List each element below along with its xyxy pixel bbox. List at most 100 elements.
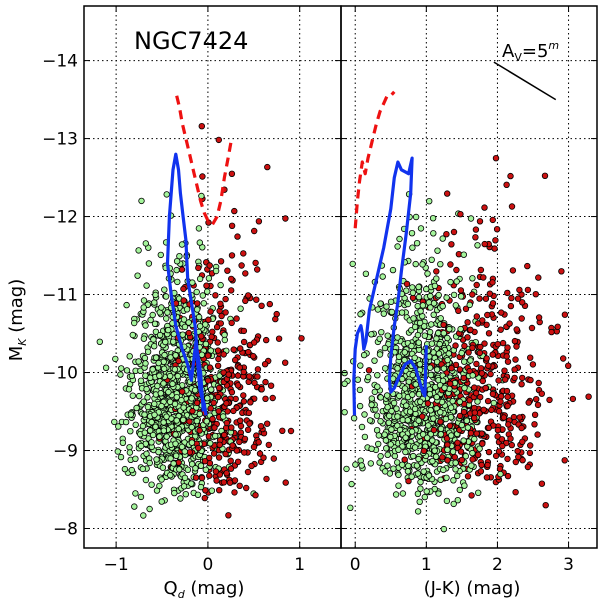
star-point-green xyxy=(144,394,151,401)
star-point-red xyxy=(403,280,411,288)
star-point-green xyxy=(375,432,382,439)
x-tick-label: 1 xyxy=(294,555,305,575)
star-point-red xyxy=(419,413,426,420)
star-point-green xyxy=(343,465,350,473)
star-point-green xyxy=(414,490,422,497)
star-point-red xyxy=(224,267,231,274)
star-point-green xyxy=(435,329,442,337)
star-point-green xyxy=(379,273,386,280)
star-point-green xyxy=(176,466,183,473)
star-point-green xyxy=(173,258,181,265)
star-point-green xyxy=(166,372,174,380)
right-ticks: 0 1 2 3 xyxy=(341,6,597,575)
star-point-red xyxy=(447,261,454,268)
star-point-red xyxy=(197,333,205,340)
star-point-red xyxy=(507,302,515,310)
star-point-green xyxy=(162,315,170,322)
star-point-green xyxy=(463,417,470,424)
star-point-red xyxy=(215,454,223,461)
star-point-red xyxy=(209,415,216,423)
star-point-red xyxy=(541,172,549,179)
star-point-green xyxy=(196,239,203,246)
star-point-green xyxy=(415,417,422,424)
star-point-green xyxy=(462,453,469,460)
star-point-red xyxy=(525,399,532,406)
star-point-green xyxy=(140,512,147,519)
star-point-green xyxy=(377,394,384,401)
star-point-green xyxy=(394,243,401,250)
star-point-green xyxy=(404,417,411,424)
star-point-red xyxy=(457,448,465,455)
star-point-green xyxy=(357,362,364,369)
star-point-green xyxy=(146,374,154,381)
star-point-red xyxy=(554,323,561,330)
star-point-green xyxy=(360,351,368,359)
star-point-red xyxy=(487,370,494,378)
star-point-green xyxy=(414,302,421,310)
star-point-green xyxy=(426,328,434,336)
star-point-red xyxy=(488,406,495,414)
star-point-green xyxy=(115,423,122,430)
star-point-green xyxy=(157,251,164,259)
star-point-red xyxy=(246,420,253,427)
star-point-red xyxy=(249,353,257,360)
star-point-green xyxy=(178,397,185,404)
star-point-red xyxy=(494,426,502,434)
star-point-green xyxy=(130,319,138,327)
star-point-green xyxy=(436,340,443,348)
star-point-red xyxy=(479,440,486,447)
star-point-green xyxy=(180,404,187,411)
star-point-red xyxy=(469,344,476,351)
star-point-red xyxy=(498,393,505,400)
star-point-green xyxy=(409,284,416,291)
star-point-green xyxy=(143,450,150,457)
star-point-red xyxy=(245,409,253,417)
star-point-green xyxy=(424,434,431,441)
star-point-green xyxy=(384,462,391,469)
star-point-green xyxy=(167,455,174,462)
star-point-green xyxy=(439,235,446,242)
star-point-red xyxy=(205,454,213,462)
star-point-red xyxy=(236,345,244,352)
star-point-red xyxy=(558,268,565,275)
star-point-green xyxy=(395,471,402,479)
star-point-green xyxy=(409,391,416,398)
star-point-green xyxy=(430,415,437,422)
star-point-green xyxy=(121,465,129,473)
star-point-red xyxy=(527,442,534,449)
star-point-red xyxy=(480,406,487,413)
star-point-green xyxy=(348,480,355,488)
star-point-green xyxy=(161,286,168,293)
star-point-green xyxy=(362,270,370,277)
star-point-green xyxy=(171,489,178,497)
star-point-red xyxy=(228,424,235,431)
star-point-red xyxy=(474,320,482,327)
star-point-red xyxy=(196,427,203,434)
star-point-red xyxy=(497,398,504,405)
star-point-red xyxy=(474,451,482,458)
star-point-green xyxy=(461,482,468,489)
star-point-red xyxy=(267,382,275,389)
star-point-red xyxy=(494,433,501,440)
star-point-green xyxy=(194,491,202,498)
star-point-red xyxy=(524,286,532,294)
star-point-red xyxy=(208,333,215,340)
star-point-green xyxy=(447,278,454,286)
star-point-green xyxy=(164,326,172,334)
star-point-red xyxy=(518,315,525,322)
star-point-green xyxy=(117,453,125,461)
star-point-green xyxy=(102,364,110,371)
star-point-red xyxy=(253,296,260,303)
star-point-green xyxy=(142,322,149,329)
star-point-red xyxy=(178,388,186,395)
star-point-green xyxy=(169,338,177,345)
star-point-green xyxy=(376,335,383,342)
star-point-green xyxy=(426,391,434,398)
star-point-green xyxy=(457,325,464,333)
star-point-green xyxy=(198,351,206,358)
star-point-red xyxy=(254,366,262,373)
star-point-red xyxy=(467,430,475,437)
star-point-green xyxy=(475,489,482,496)
star-point-green xyxy=(151,411,158,418)
star-point-green xyxy=(430,230,437,237)
